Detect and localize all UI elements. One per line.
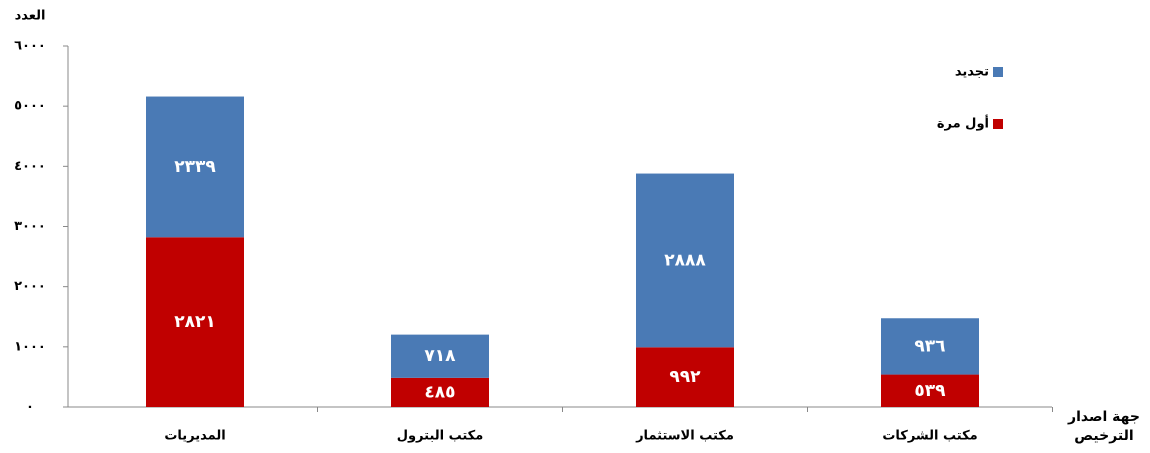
x-tick-label: مكتب الشركات	[882, 429, 977, 444]
data-label: ٥٣٩	[914, 381, 946, 401]
y-tick-label: ٤٠٠٠	[14, 159, 46, 174]
bar-segment	[881, 318, 979, 375]
bar-segment	[881, 374, 979, 407]
bar-segment	[391, 377, 489, 407]
bar-segment	[146, 237, 244, 407]
data-label: ٤٨٥	[424, 382, 455, 402]
y-tick-label: ٦٠٠٠	[14, 39, 46, 54]
y-tick-label: ١٠٠٠	[14, 339, 46, 354]
y-tick-label: ٥٠٠٠	[14, 99, 46, 114]
legend-swatch	[993, 67, 1003, 77]
y-tick-label: ٢٠٠٠	[14, 279, 46, 294]
x-axis-title: جهة اصدار الترخيص	[1068, 409, 1140, 444]
x-tick-label: المديريات	[164, 429, 225, 444]
y-tick-label: ٣٠٠٠	[14, 219, 46, 234]
data-label: ٧١٨	[424, 346, 456, 366]
data-label: ٢٣٣٩	[174, 157, 216, 177]
bar-segment	[146, 96, 244, 238]
bar-segment	[391, 334, 489, 378]
legend-swatch	[993, 119, 1003, 129]
x-tick-label: مكتب الاستثمار	[635, 429, 734, 444]
legend-label: تجديد	[955, 65, 989, 80]
bar-segment	[636, 173, 734, 348]
legend-label: أول مرة	[937, 115, 989, 132]
bar-segment	[636, 347, 734, 407]
x-tick-label: مكتب البترول	[397, 429, 484, 444]
y-axis-title: العدد	[15, 9, 46, 24]
data-label: ٩٩٢	[669, 367, 701, 387]
data-label: ٢٨٨٨	[664, 250, 706, 270]
y-tick-label: ٠	[26, 400, 34, 415]
data-label: ٢٨٢١	[174, 312, 216, 332]
data-label: ٩٣٦	[914, 336, 945, 356]
